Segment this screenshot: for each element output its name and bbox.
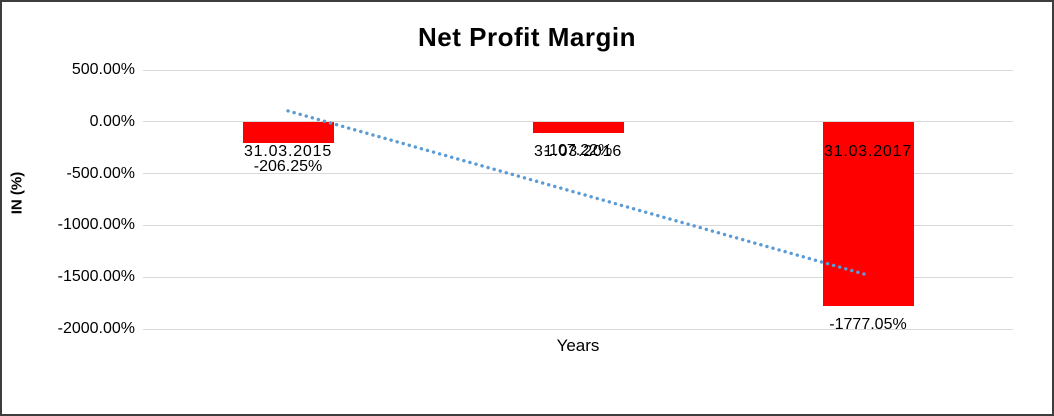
y-tick-label: -2000.00% <box>57 320 135 337</box>
gridline <box>143 276 1013 278</box>
bar-value-label: -206.25% <box>253 158 323 175</box>
bar <box>532 121 624 133</box>
bar-category-label: 31.03.2015 <box>243 143 333 160</box>
gridline <box>143 69 1013 71</box>
y-tick-label: 500.00% <box>71 61 135 78</box>
y-tick-label: -1000.00% <box>57 216 135 234</box>
bar-category-label: 31.03.2017 <box>823 143 913 160</box>
y-tick-label: -500.00% <box>66 164 136 182</box>
bar <box>242 121 334 144</box>
y-tick-label: -1500.00% <box>57 268 135 286</box>
y-tick-label: 0.00% <box>89 112 135 130</box>
gridline <box>143 328 1013 330</box>
chart-title: Net Profit Margin <box>418 22 636 52</box>
x-axis-title: Years <box>556 336 600 355</box>
bar-value-label: -1777.05% <box>829 316 907 333</box>
bar-value-label: -107.22% <box>543 142 613 159</box>
bar-category-label: 31.03.2016 <box>533 143 623 160</box>
